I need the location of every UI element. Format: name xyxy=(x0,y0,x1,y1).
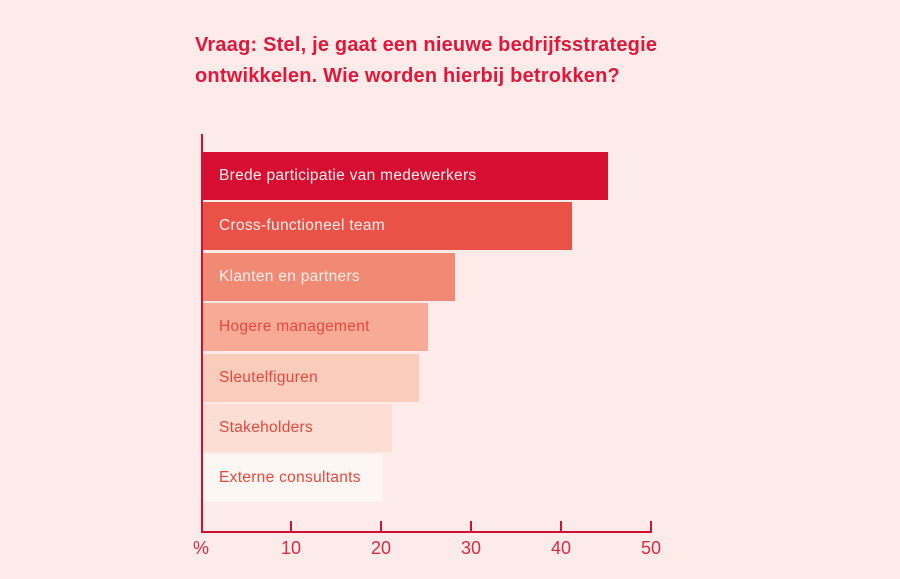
chart-title-line1: Vraag: Stel, je gaat een nieuwe bedrijfs… xyxy=(195,34,658,56)
bar-label: Sleutelfiguren xyxy=(219,368,318,386)
chart-title: Vraag: Stel, je gaat een nieuwe bedrijfs… xyxy=(195,30,657,92)
x-axis-tick-label: 30 xyxy=(460,538,482,558)
x-axis-tick-label: 50 xyxy=(640,538,662,558)
bar-label: Externe consultants xyxy=(219,469,361,487)
bar: Brede participatie van medewerkers xyxy=(203,152,608,200)
x-axis-line xyxy=(201,531,652,533)
bar: Hogere management xyxy=(203,303,428,352)
x-axis-tick-mark xyxy=(380,521,382,531)
bar-label: Stakeholders xyxy=(219,419,314,436)
bar-label: Cross-functioneel team xyxy=(219,217,385,235)
chart-title-line2: ontwikkelen. Wie worden hierbij betrokke… xyxy=(195,65,620,87)
bar-label: Klanten en partners xyxy=(219,267,360,285)
x-axis-unit-label: % xyxy=(193,538,210,558)
x-axis-tick-mark xyxy=(560,521,562,531)
x-axis-tick-mark xyxy=(470,521,472,531)
bar-label: Brede participatie van medewerkers xyxy=(219,167,477,184)
x-axis-tick-label: 20 xyxy=(370,538,392,558)
x-axis-tick-mark xyxy=(650,521,652,531)
bar: Externe consultants xyxy=(203,454,383,503)
x-axis-tick-label: 40 xyxy=(550,538,572,558)
x-axis-tick-mark xyxy=(290,521,292,531)
bar: Klanten en partners xyxy=(203,252,455,301)
bar: Cross-functioneel team xyxy=(203,202,572,251)
bar: Stakeholders xyxy=(203,404,392,452)
x-axis-tick-label: 10 xyxy=(280,538,302,558)
bar: Sleutelfiguren xyxy=(203,353,419,402)
y-axis-line xyxy=(201,134,203,533)
bar-label: Hogere management xyxy=(219,318,370,336)
